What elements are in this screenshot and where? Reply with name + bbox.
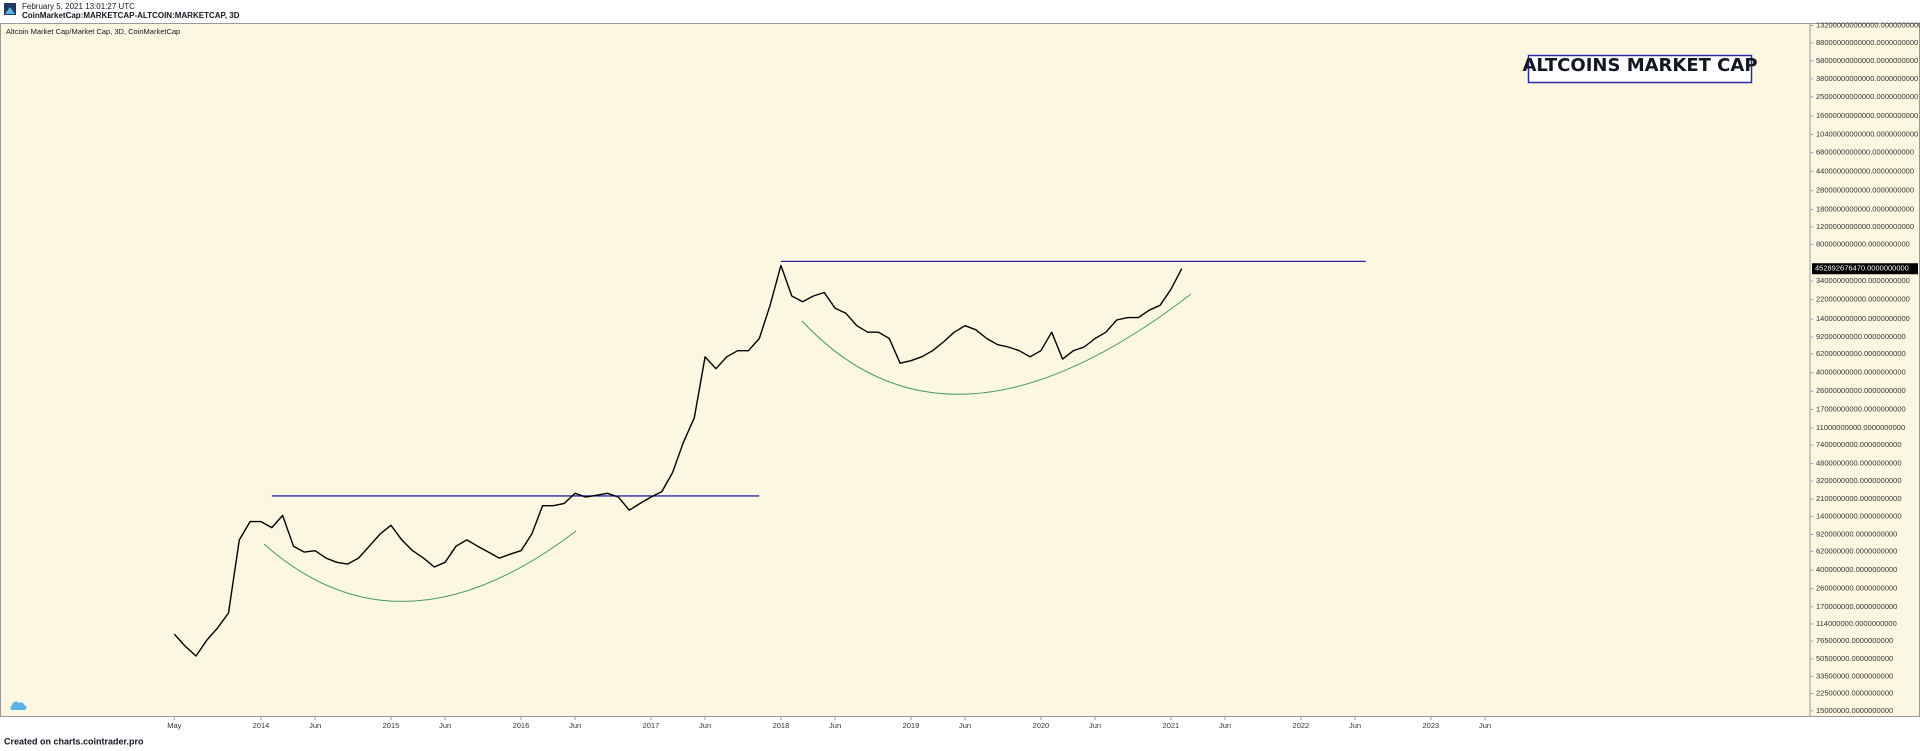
y-tick-label: 17000000000.0000000000 (1816, 404, 1906, 413)
x-tick-label: May (167, 721, 181, 730)
x-tick-label: Jun (1479, 721, 1491, 730)
x-tick-label: 2017 (643, 721, 660, 730)
y-tick-label: 40000000000.0000000000 (1816, 368, 1906, 377)
cup-arc (801, 293, 1192, 395)
x-tick-label: Jun (1219, 721, 1231, 730)
x-tick-label: 2018 (773, 721, 790, 730)
symbol: CoinMarketCap:MARKETCAP-ALTCOIN:MARKETCA… (22, 11, 240, 20)
y-tick-label: 33500000.0000000000 (1816, 671, 1893, 680)
y-tick-label: 6800000000000.0000000000 (1816, 148, 1914, 157)
y-tick-label: 88000000000000.0000000000 (1816, 38, 1918, 47)
timestamp: February 5, 2021 13:01:27 UTC (22, 2, 135, 11)
y-tick-label: 140000000000.0000000000 (1816, 314, 1910, 323)
last-price-label: 452892676470.0000000000 (1815, 264, 1909, 273)
y-tick-label: 26000000000.0000000000 (1816, 386, 1906, 395)
y-tick-label: 62000000000.0000000000 (1816, 349, 1906, 358)
y-tick-label: 22500000.0000000000 (1816, 688, 1893, 697)
footer: Created on charts.cointrader.pro (4, 736, 144, 746)
y-tick-label: 2100000000.0000000000 (1816, 494, 1902, 503)
y-tick-label: 170000000.0000000000 (1816, 602, 1897, 611)
x-tick-label: 2015 (383, 721, 400, 730)
y-tick-label: 3200000000.0000000000 (1816, 476, 1902, 485)
x-tick-label: Jun (829, 721, 841, 730)
y-tick-label: 132000000000000.0000000000 (1816, 21, 1920, 30)
y-tick-label: 1400000000.0000000000 (1816, 511, 1902, 520)
x-tick-label: 2023 (1423, 721, 1440, 730)
y-tick-label: 2800000000000.0000000000 (1816, 186, 1914, 195)
x-tick-label: 2021 (1163, 721, 1180, 730)
x-tick-label: 2016 (513, 721, 530, 730)
y-tick-label: 92000000000.0000000000 (1816, 332, 1906, 341)
y-tick-label: 220000000000.0000000000 (1816, 295, 1910, 304)
watermark-icon (10, 701, 27, 711)
y-tick-label: 400000000.0000000000 (1816, 565, 1897, 574)
y-tick-label: 1200000000000.0000000000 (1816, 222, 1914, 231)
title-box (1527, 54, 1753, 84)
y-tick-label: 38000000000000.0000000000 (1816, 74, 1918, 83)
y-tick-label: 25000000000000.0000000000 (1816, 92, 1918, 101)
y-tick-label: 16000000000000.0000000000 (1816, 111, 1918, 120)
x-tick-label: Jun (959, 721, 971, 730)
y-tick-label: 4800000000.0000000000 (1816, 459, 1902, 468)
last-price-box (1812, 263, 1918, 275)
y-tick-label: 620000000.0000000000 (1816, 546, 1897, 555)
x-tick-label: Jun (1349, 721, 1361, 730)
x-tick-label: 2019 (903, 721, 920, 730)
y-tick-label: 340000000000.0000000000 (1816, 276, 1910, 285)
y-tick-label: 15000000.0000000000 (1816, 706, 1893, 715)
x-tick-label: Jun (699, 721, 711, 730)
x-tick-label: Jun (569, 721, 581, 730)
y-tick-label: 11000000000.0000000000 (1816, 423, 1905, 432)
y-tick-label: 58000000000000.0000000000 (1816, 56, 1918, 65)
y-tick-label: 7400000000.0000000000 (1816, 440, 1902, 449)
y-tick-label: 114000000.0000000000 (1816, 619, 1897, 628)
y-tick-label: 260000000.0000000000 (1816, 584, 1897, 593)
chart-pane (0, 23, 1920, 717)
y-tick-label: 76500000.0000000000 (1816, 636, 1893, 645)
x-tick-label: 2020 (1033, 721, 1050, 730)
price-line (173, 264, 1183, 657)
logo-mark (5, 7, 15, 14)
cup-arc (263, 530, 577, 602)
y-tick-label: 800000000000.0000000000 (1816, 239, 1910, 248)
y-tick-label: 10400000000000.0000000000 (1816, 129, 1918, 138)
y-tick-label: 4400000000000.0000000000 (1816, 166, 1914, 175)
x-tick-label: Jun (1089, 721, 1101, 730)
chart-subtitle: Altcoin Market Cap/Market Cap, 3D, CoinM… (6, 27, 180, 36)
y-tick-label: 50500000.0000000000 (1816, 654, 1893, 663)
x-tick-label: Jun (439, 721, 451, 730)
x-tick-label: Jun (309, 721, 321, 730)
x-tick-label: 2014 (253, 721, 270, 730)
chart-title: ALTCOINS MARKET CAP (1522, 55, 1757, 76)
x-tick-label: 2022 (1293, 721, 1310, 730)
y-tick-label: 1800000000000.0000000000 (1816, 205, 1914, 214)
y-tick-label: 920000000.0000000000 (1816, 529, 1897, 538)
